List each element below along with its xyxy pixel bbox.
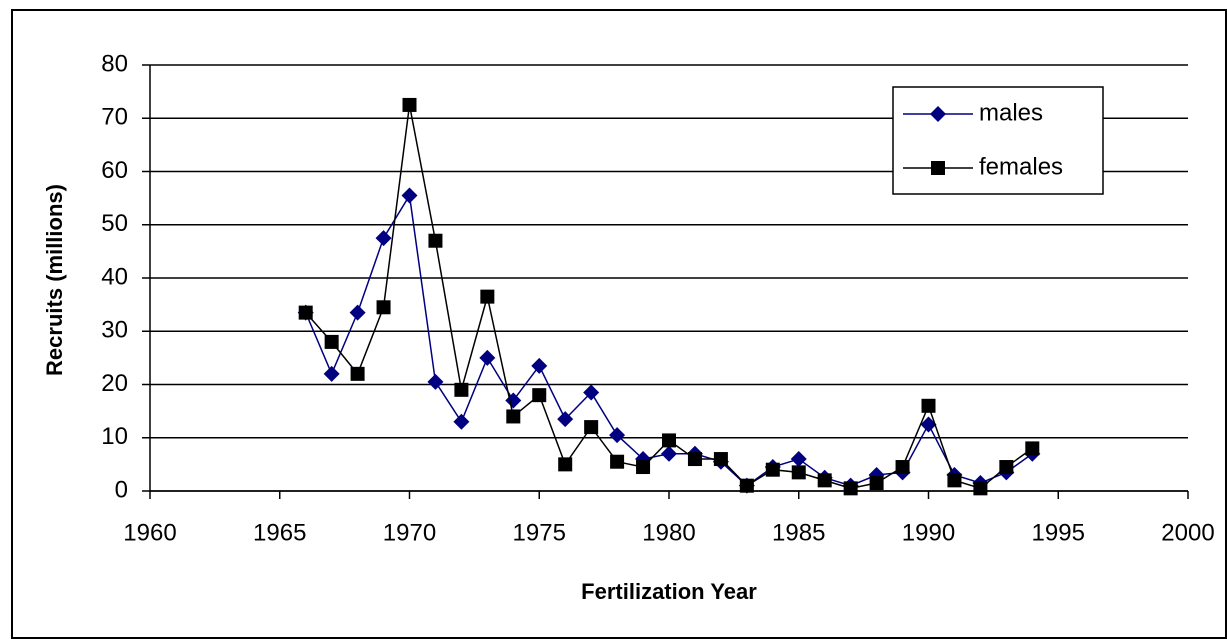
marker [583,384,600,401]
marker [661,445,677,462]
marker [869,476,884,491]
y-tick-label: 50 [101,210,128,237]
marker [1025,441,1040,456]
marker [790,451,807,468]
marker [999,460,1014,475]
x-tick-label: 1995 [1032,519,1085,546]
y-tick-label: 40 [101,263,128,290]
marker [765,462,780,477]
marker [791,465,806,480]
marker [713,452,728,467]
marker [350,366,365,381]
legend-box [892,86,1104,195]
marker [947,473,962,488]
y-tick-label: 0 [115,476,128,503]
marker [298,305,313,320]
marker [532,388,547,403]
x-tick-label: 1985 [772,519,825,546]
y-axis-label: Recruits (millions) [42,184,67,376]
y-tick-label: 20 [101,370,128,397]
marker [584,420,599,435]
marker [931,161,945,175]
marker [687,452,702,467]
marker [323,365,340,382]
marker [454,382,469,397]
marker [453,413,470,430]
y-tick-label: 80 [101,50,128,77]
marker [324,334,339,349]
marker [428,233,443,248]
x-tick-label: 1975 [513,519,566,546]
legend-label: males [979,99,1043,126]
marker [479,349,496,366]
marker [610,454,625,469]
marker [402,97,417,112]
x-tick-label: 2000 [1161,519,1214,546]
y-tick-label: 30 [101,317,128,344]
x-tick-label: 1960 [123,519,176,546]
y-tick-label: 10 [101,423,128,450]
x-tick-label: 1980 [642,519,695,546]
marker [636,460,651,475]
marker [662,433,676,448]
marker [920,416,937,433]
x-axis-label: Fertilization Year [581,579,757,604]
marker [609,427,626,444]
marker [376,300,391,315]
marker [895,460,910,475]
marker [557,411,574,428]
marker [739,478,754,493]
marker [531,357,548,374]
marker [930,106,946,122]
marker [427,373,444,390]
marker [973,481,988,496]
marker [506,409,521,424]
x-tick-label: 1990 [902,519,955,546]
x-tick-label: 1970 [383,519,436,546]
marker [375,230,392,247]
marker [817,473,832,488]
marker [921,398,936,413]
y-tick-label: 60 [101,157,128,184]
y-tick-label: 70 [101,104,128,131]
marker [558,457,573,472]
marker [349,304,366,321]
x-tick-label: 1965 [253,519,306,546]
legend-label: females [979,153,1063,180]
marker [480,289,495,304]
marker [401,187,418,204]
marker [843,481,858,496]
